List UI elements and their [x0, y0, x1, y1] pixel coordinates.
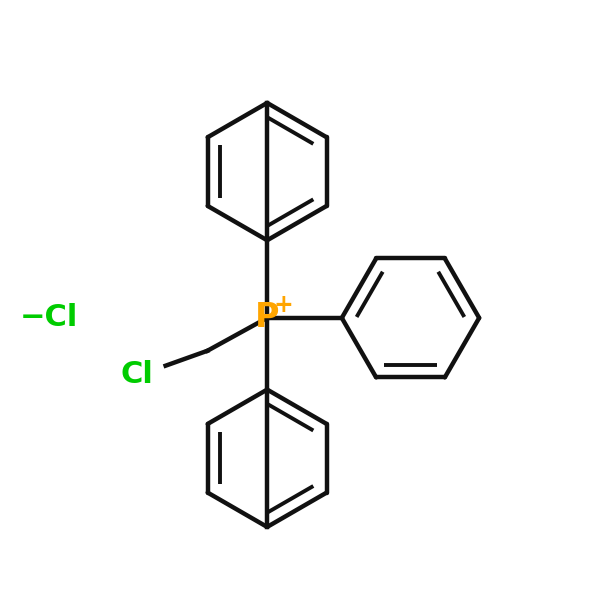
Text: −Cl: −Cl — [19, 304, 77, 332]
Text: P: P — [255, 301, 280, 334]
Text: Cl: Cl — [121, 360, 154, 389]
Text: +: + — [274, 293, 294, 317]
